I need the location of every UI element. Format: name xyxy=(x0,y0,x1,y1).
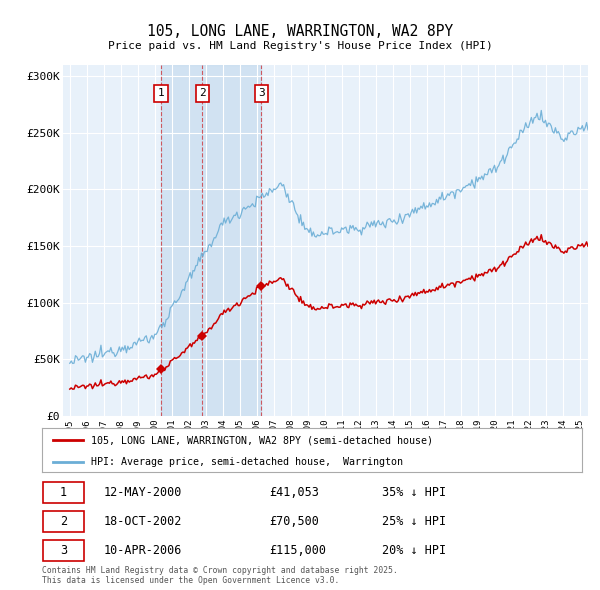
Bar xyxy=(161,65,262,416)
Text: 105, LONG LANE, WARRINGTON, WA2 8PY: 105, LONG LANE, WARRINGTON, WA2 8PY xyxy=(147,24,453,38)
Text: 25% ↓ HPI: 25% ↓ HPI xyxy=(382,515,446,528)
Text: 2: 2 xyxy=(60,515,67,528)
Text: 3: 3 xyxy=(60,544,67,557)
Text: 105, LONG LANE, WARRINGTON, WA2 8PY (semi-detached house): 105, LONG LANE, WARRINGTON, WA2 8PY (sem… xyxy=(91,435,433,445)
Text: 35% ↓ HPI: 35% ↓ HPI xyxy=(382,486,446,499)
FancyBboxPatch shape xyxy=(43,540,83,561)
Text: 1: 1 xyxy=(158,88,164,98)
Text: 2: 2 xyxy=(199,88,206,98)
FancyBboxPatch shape xyxy=(43,511,83,532)
FancyBboxPatch shape xyxy=(43,482,83,503)
Text: 1: 1 xyxy=(60,486,67,499)
Text: 18-OCT-2002: 18-OCT-2002 xyxy=(104,515,182,528)
Text: Price paid vs. HM Land Registry's House Price Index (HPI): Price paid vs. HM Land Registry's House … xyxy=(107,41,493,51)
Text: 10-APR-2006: 10-APR-2006 xyxy=(104,544,182,557)
Text: £115,000: £115,000 xyxy=(269,544,326,557)
Text: £41,053: £41,053 xyxy=(269,486,319,499)
Text: 12-MAY-2000: 12-MAY-2000 xyxy=(104,486,182,499)
Text: 20% ↓ HPI: 20% ↓ HPI xyxy=(382,544,446,557)
Text: Contains HM Land Registry data © Crown copyright and database right 2025.
This d: Contains HM Land Registry data © Crown c… xyxy=(42,566,398,585)
Text: 3: 3 xyxy=(258,88,265,98)
Text: HPI: Average price, semi-detached house,  Warrington: HPI: Average price, semi-detached house,… xyxy=(91,457,403,467)
Text: £70,500: £70,500 xyxy=(269,515,319,528)
